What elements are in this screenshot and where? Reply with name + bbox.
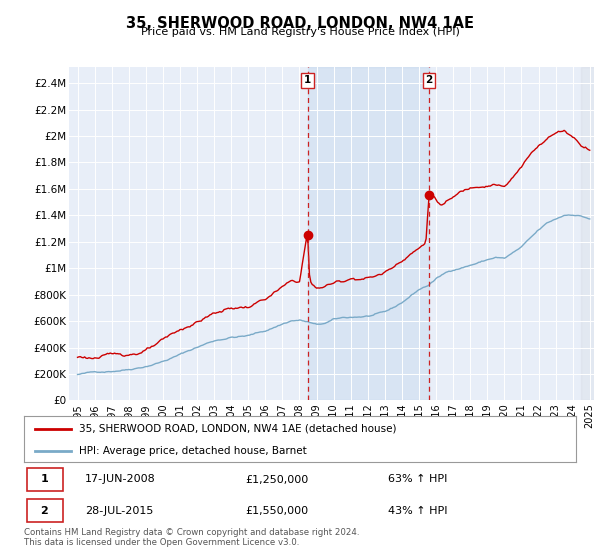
Text: £1,250,000: £1,250,000 bbox=[245, 474, 308, 484]
Text: 35, SHERWOOD ROAD, LONDON, NW4 1AE: 35, SHERWOOD ROAD, LONDON, NW4 1AE bbox=[126, 16, 474, 31]
Text: 63% ↑ HPI: 63% ↑ HPI bbox=[388, 474, 448, 484]
Text: Contains HM Land Registry data © Crown copyright and database right 2024.
This d: Contains HM Land Registry data © Crown c… bbox=[24, 528, 359, 547]
Text: 17-JUN-2008: 17-JUN-2008 bbox=[85, 474, 155, 484]
Text: HPI: Average price, detached house, Barnet: HPI: Average price, detached house, Barn… bbox=[79, 446, 307, 455]
Text: £1,550,000: £1,550,000 bbox=[245, 506, 308, 516]
Text: Price paid vs. HM Land Registry's House Price Index (HPI): Price paid vs. HM Land Registry's House … bbox=[140, 27, 460, 37]
Text: 35, SHERWOOD ROAD, LONDON, NW4 1AE (detached house): 35, SHERWOOD ROAD, LONDON, NW4 1AE (deta… bbox=[79, 424, 397, 434]
Bar bbox=[308, 67, 429, 400]
Text: 43% ↑ HPI: 43% ↑ HPI bbox=[388, 506, 448, 516]
FancyBboxPatch shape bbox=[27, 468, 62, 491]
Text: 1: 1 bbox=[41, 474, 48, 484]
Bar bbox=[581, 67, 596, 400]
Text: 2: 2 bbox=[41, 506, 48, 516]
Text: 2: 2 bbox=[425, 76, 433, 86]
FancyBboxPatch shape bbox=[27, 499, 62, 522]
Bar bbox=[581, 67, 596, 400]
Text: 28-JUL-2015: 28-JUL-2015 bbox=[85, 506, 153, 516]
Text: 1: 1 bbox=[304, 76, 311, 86]
